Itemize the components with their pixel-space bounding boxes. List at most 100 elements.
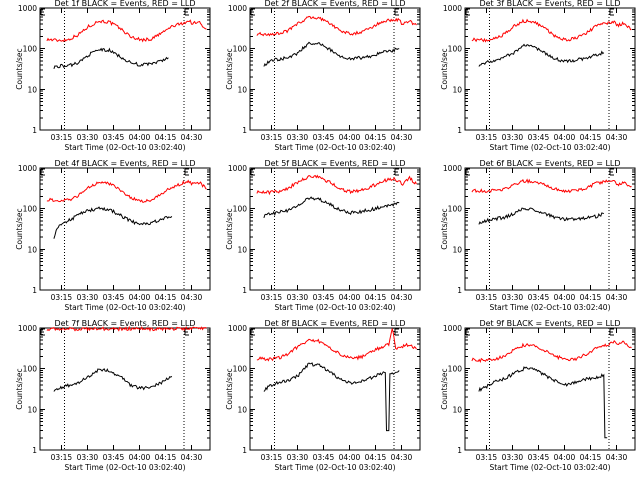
y-tick-label: 1000 bbox=[18, 164, 37, 173]
marker-glyph bbox=[394, 168, 399, 176]
x-tick-label: 03:15 bbox=[261, 133, 283, 142]
x-tick-label: 03:30 bbox=[502, 293, 524, 302]
plot-frame bbox=[39, 167, 211, 291]
plot-frame bbox=[39, 327, 211, 451]
corner-marker bbox=[250, 168, 255, 176]
panel-title: Det 1f BLACK = Events, RED = LLD bbox=[54, 0, 195, 8]
marker-glyph bbox=[394, 328, 399, 336]
x-tick-label: 03:15 bbox=[51, 453, 73, 462]
x-axis-label: Start Time (02-Oct-10 03:02:40) bbox=[64, 143, 185, 152]
events-series-line bbox=[478, 43, 605, 67]
plot-frame bbox=[249, 327, 421, 451]
y-axis-label: Counts/sec bbox=[440, 368, 449, 409]
y-tick-label: 100 bbox=[233, 365, 248, 374]
y-tick-label: 10 bbox=[27, 405, 37, 414]
x-tick-label: 04:30 bbox=[391, 133, 413, 142]
x-tick-label: 03:30 bbox=[77, 453, 99, 462]
y-tick-label: 1 bbox=[242, 446, 247, 455]
y-axis-label: Counts/sec bbox=[440, 48, 449, 89]
x-tick-label: 03:45 bbox=[103, 133, 125, 142]
events-series-line bbox=[478, 207, 605, 225]
corner-marker bbox=[40, 168, 45, 176]
x-tick-label: 04:15 bbox=[155, 453, 177, 462]
x-axis-label: Start Time (02-Oct-10 03:02:40) bbox=[274, 463, 395, 472]
x-tick-label: 03:30 bbox=[287, 133, 309, 142]
x-axis-label: Start Time (02-Oct-10 03:02:40) bbox=[64, 303, 185, 312]
plot-frame bbox=[39, 7, 211, 131]
x-axis-label: Start Time (02-Oct-10 03:02:40) bbox=[274, 143, 395, 152]
y-axis-label: Counts/sec bbox=[15, 48, 24, 89]
x-tick-label: 03:45 bbox=[313, 453, 335, 462]
y-tick-label: 100 bbox=[448, 205, 463, 214]
x-tick-label: 03:15 bbox=[261, 293, 283, 302]
y-tick-label: 100 bbox=[233, 45, 248, 54]
y-tick-label: 10 bbox=[237, 405, 247, 414]
marker-glyph bbox=[184, 328, 189, 336]
y-tick-label: 100 bbox=[23, 205, 38, 214]
marker-glyph bbox=[394, 8, 399, 16]
events-series-line bbox=[263, 41, 400, 67]
x-tick-label: 04:15 bbox=[580, 133, 602, 142]
x-tick-label: 04:00 bbox=[554, 293, 576, 302]
panel-title: Det 5f BLACK = Events, RED = LLD bbox=[264, 159, 405, 168]
plot-frame bbox=[464, 7, 636, 131]
lld-series-line bbox=[471, 18, 632, 43]
lld-series-line bbox=[471, 178, 632, 194]
panel-title: Det 8f BLACK = Events, RED = LLD bbox=[264, 319, 405, 328]
x-tick-label: 03:45 bbox=[103, 293, 125, 302]
panel-6: Det 6f BLACK = Events, RED = LLD 1 10 100 10… bbox=[440, 159, 636, 312]
panel-title: Det 6f BLACK = Events, RED = LLD bbox=[479, 159, 620, 168]
marker-glyph bbox=[184, 8, 189, 16]
y-tick-label: 1000 bbox=[18, 324, 37, 333]
plot-frame bbox=[464, 167, 636, 291]
panel-5: Det 5f BLACK = Events, RED = LLD 1 10 100 10… bbox=[225, 159, 421, 312]
y-tick-label: 100 bbox=[233, 205, 248, 214]
marker-glyph bbox=[609, 168, 614, 176]
events-series-line bbox=[53, 206, 173, 239]
lld-series-line bbox=[471, 339, 632, 363]
plot-frame bbox=[249, 167, 421, 291]
x-axis-label: Start Time (02-Oct-10 03:02:40) bbox=[489, 143, 610, 152]
y-tick-label: 1000 bbox=[228, 164, 247, 173]
x-tick-label: 04:15 bbox=[580, 453, 602, 462]
panel-8: Det 8f BLACK = Events, RED = LLD 1 10 100 10… bbox=[225, 319, 421, 472]
corner-marker bbox=[465, 168, 470, 176]
y-tick-label: 1 bbox=[242, 126, 247, 135]
lld-series-line bbox=[256, 15, 417, 37]
x-tick-label: 04:30 bbox=[181, 133, 203, 142]
x-tick-label: 03:30 bbox=[287, 293, 309, 302]
y-tick-label: 100 bbox=[23, 45, 38, 54]
x-tick-label: 04:30 bbox=[606, 133, 628, 142]
corner-marker bbox=[465, 328, 470, 336]
y-tick-label: 10 bbox=[452, 405, 462, 414]
y-tick-label: 10 bbox=[452, 245, 462, 254]
x-tick-label: 03:30 bbox=[77, 293, 99, 302]
y-axis-label: Counts/sec bbox=[440, 208, 449, 249]
y-tick-label: 100 bbox=[448, 365, 463, 374]
x-tick-label: 04:15 bbox=[580, 293, 602, 302]
x-axis-label: Start Time (02-Oct-10 03:02:40) bbox=[489, 463, 610, 472]
x-tick-label: 04:00 bbox=[129, 453, 151, 462]
y-tick-label: 1000 bbox=[18, 4, 37, 13]
y-tick-label: 1000 bbox=[228, 4, 247, 13]
x-tick-label: 04:00 bbox=[339, 133, 361, 142]
plot-frame bbox=[464, 327, 636, 451]
y-tick-label: 1 bbox=[32, 446, 37, 455]
x-tick-label: 03:45 bbox=[528, 453, 550, 462]
x-tick-label: 04:00 bbox=[554, 453, 576, 462]
x-tick-label: 04:00 bbox=[339, 453, 361, 462]
x-tick-label: 04:15 bbox=[155, 293, 177, 302]
lld-series-line bbox=[256, 328, 417, 362]
y-axis-label: Counts/sec bbox=[15, 368, 24, 409]
x-tick-label: 04:30 bbox=[181, 453, 203, 462]
x-tick-label: 03:15 bbox=[476, 133, 498, 142]
x-tick-label: 03:15 bbox=[476, 453, 498, 462]
y-tick-label: 1 bbox=[457, 446, 462, 455]
panel-1: Det 1f BLACK = Events, RED = LLD 1 10 100 10… bbox=[15, 0, 211, 152]
panel-4: Det 4f BLACK = Events, RED = LLD 1 10 100 10… bbox=[15, 159, 211, 312]
corner-marker bbox=[465, 8, 470, 16]
marker-glyph bbox=[609, 8, 614, 16]
panel-title: Det 4f BLACK = Events, RED = LLD bbox=[54, 159, 195, 168]
events-series-line bbox=[53, 368, 173, 392]
